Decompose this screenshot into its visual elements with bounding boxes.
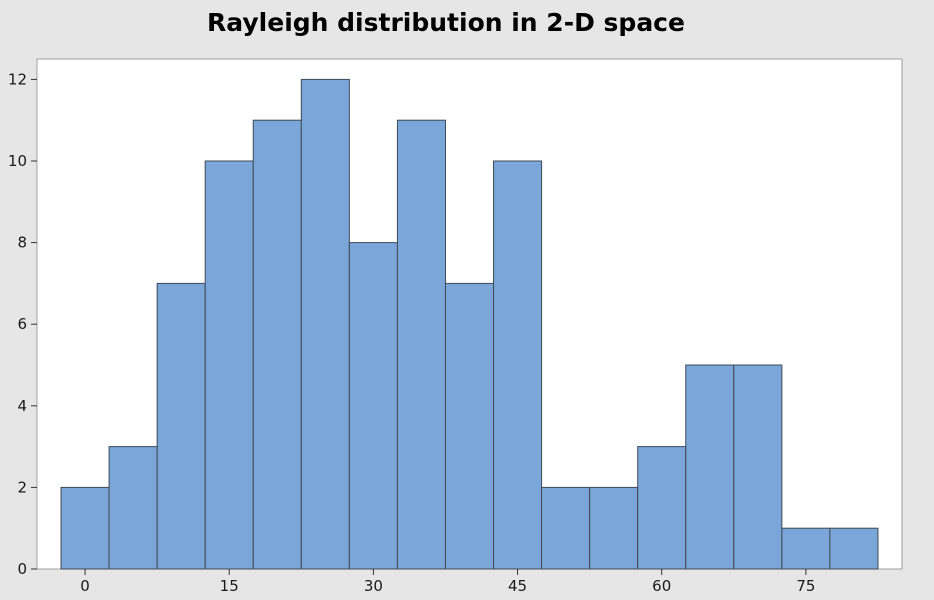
y-tick-label: 12 <box>8 70 27 88</box>
histogram-bar-8 <box>444 282 495 570</box>
chart-title: Rayleigh distribution in 2-D space <box>207 8 685 37</box>
histogram-bar-5 <box>300 78 350 570</box>
x-tick-label: 30 <box>364 577 383 595</box>
y-tick-label: 2 <box>17 478 27 496</box>
histogram-bar-9 <box>493 160 543 570</box>
y-tick-label: 4 <box>17 397 27 415</box>
histogram-bar-7 <box>396 119 446 570</box>
histogram-bar-6 <box>348 242 398 570</box>
y-tick-label: 6 <box>17 315 27 333</box>
histogram-bar-3 <box>204 160 254 570</box>
x-tick-label: 15 <box>220 577 239 595</box>
x-tick-label: 45 <box>508 577 527 595</box>
histogram-bar-0 <box>60 486 110 570</box>
histogram-bar-11 <box>589 486 639 570</box>
y-tick-label: 0 <box>17 560 27 578</box>
axes-group: 0 2 4 6 8 10 12 0 15 30 45 60 75 <box>8 70 816 595</box>
histogram-bar-4 <box>252 119 302 570</box>
x-tick-label: 0 <box>80 577 90 595</box>
histogram-bar-15 <box>781 527 831 570</box>
y-tick-label: 8 <box>17 234 27 252</box>
histogram-bar-13 <box>685 364 735 570</box>
histogram-bar-16 <box>829 527 879 570</box>
x-tick-label: 60 <box>652 577 671 595</box>
y-tick-label: 10 <box>8 152 27 170</box>
histogram-bar-2 <box>156 282 206 570</box>
bars-group <box>60 78 879 570</box>
histogram-bar-1 <box>108 446 158 570</box>
histogram-bar-10 <box>541 486 591 570</box>
x-tick-label: 75 <box>796 577 815 595</box>
histogram-bar-14 <box>733 364 783 570</box>
histogram-bar-12 <box>637 446 687 570</box>
